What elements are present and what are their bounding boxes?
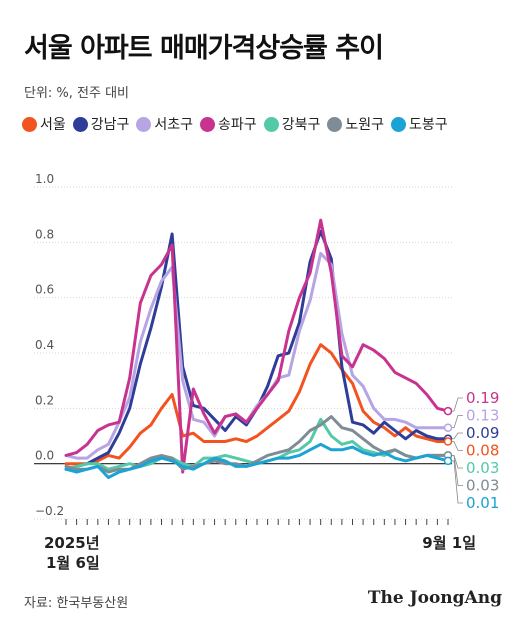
y-tick-label: 0.6 (35, 283, 54, 297)
end-value-label: 0.03 (466, 459, 499, 477)
legend-dot (390, 116, 406, 132)
end-point (443, 437, 453, 446)
legend-dot (72, 116, 88, 132)
legend-item: 서울 (22, 114, 66, 134)
series-line (64, 343, 450, 466)
x-start-label-year: 2025년 (44, 534, 100, 552)
legend-label: 송파구 (218, 117, 257, 133)
legend-label: 강남구 (90, 117, 130, 133)
end-point (443, 406, 453, 416)
legend-dot (263, 116, 279, 132)
legend-item: 도봉구 (390, 114, 448, 134)
y-tick-label: 0.0 (35, 449, 54, 463)
legend-dot (136, 116, 152, 132)
legend-dot (200, 116, 216, 132)
legend-dot (327, 116, 343, 132)
legend: 서울 강남구 서초구 송파구 강북구 노원구 도봉구 (22, 114, 448, 134)
y-tick-label: 0.2 (35, 393, 54, 407)
legend-label: 강북구 (281, 117, 321, 133)
chart-title: 서울 아파트 매매가격상승률 추이 (24, 33, 384, 64)
y-tick-label: −0.2 (35, 504, 64, 518)
series-line (64, 442, 450, 479)
legend-item: 노원구 (327, 114, 384, 134)
series-line (64, 251, 450, 460)
end-value-label: 0.08 (466, 442, 499, 460)
legend-label: 서울 (40, 117, 66, 133)
legend-item: 강북구 (263, 114, 321, 134)
y-tick-label: 0.8 (35, 227, 54, 241)
y-tick-label: 0.4 (35, 338, 54, 352)
legend-item: 강남구 (72, 114, 130, 134)
x-start-label-date: 1월 6일 (46, 554, 100, 572)
end-value-label: 0.19 (466, 389, 499, 407)
unit-label: 단위: %, 전주 대비 (24, 86, 130, 101)
source-note: 자료: 한국부동산원 (24, 596, 129, 611)
legend-label: 도봉구 (408, 117, 448, 133)
end-value-label: 0.01 (466, 494, 499, 512)
y-tick-label: 1.0 (35, 172, 54, 186)
end-value-label: 0.03 (466, 477, 499, 495)
end-value-label: 0.13 (466, 407, 499, 425)
legend-item: 서초구 (136, 114, 193, 134)
end-point (443, 456, 453, 466)
legend-label: 노원구 (345, 117, 384, 133)
end-value-label: 0.09 (466, 424, 499, 442)
legend-item: 송파구 (200, 114, 257, 134)
line-chart: 1.0 0.8 0.6 0.4 0.2 0.0 −0.2 2025년 1월 6일 9월 1일 0.1… (34, 172, 499, 572)
legend-dot (22, 116, 37, 132)
brand-logo: The JoongAng (367, 588, 502, 608)
x-end-label: 9월 1일 (422, 534, 476, 552)
end-point (443, 423, 453, 432)
legend-label: 서초구 (154, 117, 194, 133)
series-line (64, 218, 450, 474)
